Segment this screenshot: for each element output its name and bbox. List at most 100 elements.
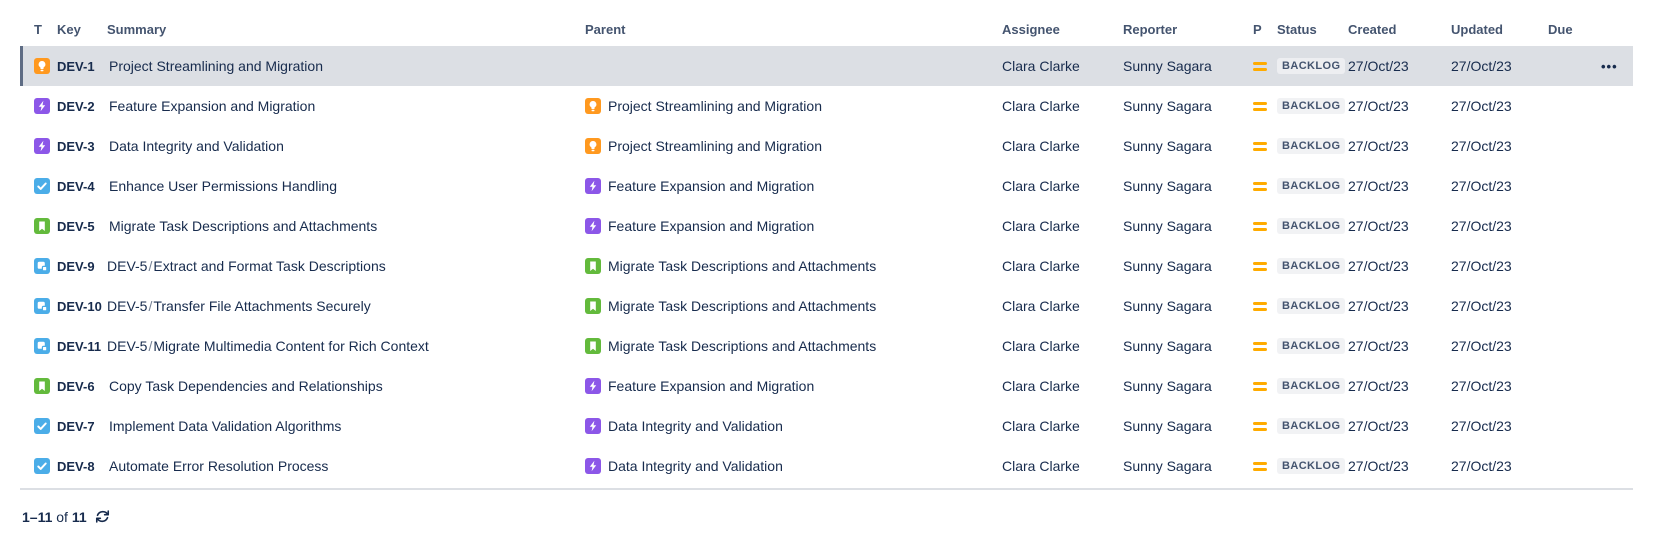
table-footer-divider xyxy=(20,488,1633,490)
issue-updated: 27/Oct/23 xyxy=(1451,178,1512,194)
issue-summary[interactable]: Automate Error Resolution Process xyxy=(107,458,585,474)
status-badge: BACKLOG xyxy=(1277,218,1346,234)
lightning-icon xyxy=(34,98,50,114)
subtask-icon xyxy=(34,338,50,354)
issue-row[interactable]: DEV-4 Enhance User Permissions Handling … xyxy=(20,166,1633,206)
issue-parent[interactable]: Data Integrity and Validation xyxy=(585,458,1002,474)
issue-row[interactable]: DEV-9 DEV-5 / Extract and Format Task De… xyxy=(20,246,1633,286)
prefix-separator: / xyxy=(148,298,153,314)
summary-text: Extract and Format Task Descriptions xyxy=(153,258,386,274)
parent-summary-text: Migrate Task Descriptions and Attachment… xyxy=(608,298,877,314)
issue-type-cell xyxy=(34,218,57,234)
parent-summary-text: Migrate Task Descriptions and Attachment… xyxy=(608,338,877,354)
issue-row[interactable]: DEV-5 Migrate Task Descriptions and Atta… xyxy=(20,206,1633,246)
issue-summary[interactable]: Enhance User Permissions Handling xyxy=(107,178,585,194)
priority-medium-icon xyxy=(1253,221,1267,231)
issue-parent[interactable]: Migrate Task Descriptions and Attachment… xyxy=(585,338,1002,354)
status-badge: BACKLOG xyxy=(1277,418,1346,434)
issue-row[interactable]: DEV-6 Copy Task Dependencies and Relatio… xyxy=(20,366,1633,406)
bookmark-icon xyxy=(34,378,50,394)
issue-key[interactable]: DEV-9 xyxy=(57,258,95,274)
issue-updated: 27/Oct/23 xyxy=(1451,378,1512,394)
issue-type-cell xyxy=(34,338,57,354)
issue-row[interactable]: DEV-8 Automate Error Resolution Process … xyxy=(20,446,1633,486)
bookmark-icon xyxy=(585,338,601,354)
issue-row-selected[interactable]: DEV-1 Project Streamlining and Migration… xyxy=(20,46,1633,86)
issue-summary[interactable]: Feature Expansion and Migration xyxy=(107,98,585,114)
issue-parent[interactable]: Feature Expansion and Migration xyxy=(585,378,1002,394)
issue-parent[interactable]: Project Streamlining and Migration xyxy=(585,98,1002,114)
issue-key[interactable]: DEV-3 xyxy=(57,138,95,154)
issue-parent[interactable]: Feature Expansion and Migration xyxy=(585,178,1002,194)
issue-reporter: Sunny Sagara xyxy=(1123,98,1212,114)
issue-row[interactable]: DEV-11 DEV-5 / Migrate Multimedia Conten… xyxy=(20,326,1633,366)
summary-text: Project Streamlining and Migration xyxy=(109,58,323,74)
issue-key[interactable]: DEV-1 xyxy=(57,58,95,74)
issue-summary[interactable]: DEV-5 / Extract and Format Task Descript… xyxy=(107,258,585,274)
issue-key[interactable]: DEV-4 xyxy=(57,178,95,194)
prefix-separator: / xyxy=(148,258,153,274)
summary-text: Implement Data Validation Algorithms xyxy=(109,418,342,434)
bookmark-icon xyxy=(585,298,601,314)
issue-reporter: Sunny Sagara xyxy=(1123,258,1212,274)
column-header-created: Created xyxy=(1348,22,1397,37)
issue-updated: 27/Oct/23 xyxy=(1451,98,1512,114)
issue-summary[interactable]: DEV-5 / Transfer File Attachments Secure… xyxy=(107,298,585,314)
status-badge: BACKLOG xyxy=(1277,258,1346,274)
lightning-icon xyxy=(585,458,601,474)
issue-updated: 27/Oct/23 xyxy=(1451,138,1512,154)
issue-created: 27/Oct/23 xyxy=(1348,298,1409,314)
issue-updated: 27/Oct/23 xyxy=(1451,298,1512,314)
issue-reporter: Sunny Sagara xyxy=(1123,298,1212,314)
pagination-total: 11 xyxy=(71,508,87,525)
issue-summary[interactable]: Copy Task Dependencies and Relationships xyxy=(107,378,585,394)
lightbulb-icon xyxy=(585,98,601,114)
issue-summary[interactable]: Data Integrity and Validation xyxy=(107,138,585,154)
issue-type-cell xyxy=(34,178,57,194)
lightning-icon xyxy=(34,138,50,154)
issue-row[interactable]: DEV-10 DEV-5 / Transfer File Attachments… xyxy=(20,286,1633,326)
issue-parent[interactable]: Data Integrity and Validation xyxy=(585,418,1002,434)
issue-summary[interactable]: DEV-5 / Migrate Multimedia Content for R… xyxy=(107,338,585,354)
issue-summary[interactable]: Migrate Task Descriptions and Attachment… xyxy=(107,218,585,234)
issue-key[interactable]: DEV-10 xyxy=(57,298,102,314)
issue-parent[interactable]: Migrate Task Descriptions and Attachment… xyxy=(585,258,1002,274)
status-badge: BACKLOG xyxy=(1277,338,1346,354)
issue-row[interactable]: DEV-3 Data Integrity and Validation Proj… xyxy=(20,126,1633,166)
subtask-icon xyxy=(34,258,50,274)
issue-reporter: Sunny Sagara xyxy=(1123,138,1212,154)
issue-priority-cell xyxy=(1253,141,1277,151)
issue-assignee: Clara Clarke xyxy=(1002,218,1080,234)
row-actions-button[interactable]: ••• xyxy=(1601,58,1618,74)
issue-reporter: Sunny Sagara xyxy=(1123,338,1212,354)
issue-parent[interactable]: Migrate Task Descriptions and Attachment… xyxy=(585,298,1002,314)
refresh-icon[interactable] xyxy=(94,508,111,525)
issue-created: 27/Oct/23 xyxy=(1348,98,1409,114)
issue-row[interactable]: DEV-2 Feature Expansion and Migration Pr… xyxy=(20,86,1633,126)
issue-key[interactable]: DEV-11 xyxy=(57,338,102,354)
issue-created: 27/Oct/23 xyxy=(1348,178,1409,194)
issue-summary[interactable]: Implement Data Validation Algorithms xyxy=(107,418,585,434)
lightbulb-icon xyxy=(34,58,50,74)
issue-status-cell: BACKLOG xyxy=(1277,178,1348,194)
issue-row[interactable]: DEV-7 Implement Data Validation Algorith… xyxy=(20,406,1633,446)
issue-parent[interactable]: Feature Expansion and Migration xyxy=(585,218,1002,234)
check-icon xyxy=(34,178,50,194)
issue-assignee: Clara Clarke xyxy=(1002,458,1080,474)
parent-summary-text: Migrate Task Descriptions and Attachment… xyxy=(608,258,877,274)
issue-updated: 27/Oct/23 xyxy=(1451,258,1512,274)
issue-status-cell: BACKLOG xyxy=(1277,418,1348,434)
issue-key[interactable]: DEV-2 xyxy=(57,98,95,114)
summary-text: Automate Error Resolution Process xyxy=(109,458,329,474)
issue-parent[interactable]: Project Streamlining and Migration xyxy=(585,138,1002,154)
issue-key[interactable]: DEV-8 xyxy=(57,458,95,474)
issue-priority-cell xyxy=(1253,341,1277,351)
issue-summary[interactable]: Project Streamlining and Migration xyxy=(107,58,585,74)
issue-key[interactable]: DEV-6 xyxy=(57,378,95,394)
issue-updated: 27/Oct/23 xyxy=(1451,58,1512,74)
issue-key[interactable]: DEV-5 xyxy=(57,218,95,234)
column-header-assignee: Assignee xyxy=(1002,22,1060,37)
issue-key[interactable]: DEV-7 xyxy=(57,418,95,434)
issue-reporter: Sunny Sagara xyxy=(1123,58,1212,74)
issue-priority-cell xyxy=(1253,101,1277,111)
